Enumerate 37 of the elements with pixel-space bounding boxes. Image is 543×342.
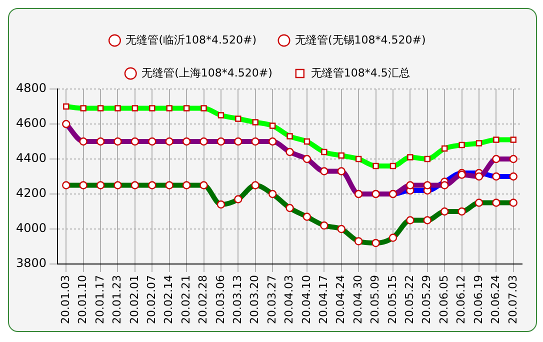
x-tick-label: 20.01.03: [59, 275, 72, 324]
x-tick-label: 20.06.24: [489, 275, 502, 324]
x-tick-label: 20.04.10: [300, 275, 313, 324]
x-tick-label: 20.02.01: [128, 275, 141, 324]
x-tick-label: 20.07.03: [506, 275, 520, 324]
x-tick-label: 20.06.12: [454, 275, 468, 324]
legend-label: 无缝管108*4.5汇总: [310, 66, 410, 80]
x-tick-label: 20.05.22: [403, 275, 416, 324]
x-tick-label: 20.05.15: [386, 275, 399, 324]
x-tick-label: 20.03.20: [248, 275, 262, 324]
legend-label: 无缝管(上海108*4.520#): [142, 66, 272, 80]
x-tick-label: 20.02.14: [162, 275, 176, 324]
x-tick-label: 20.04.17: [317, 275, 330, 324]
x-tick-label: 20.02.28: [196, 275, 210, 324]
x-tick-label: 20.02.07: [145, 275, 158, 324]
x-tick-label: 20.01.23: [110, 275, 124, 324]
x-tick-label: 20.05.29: [420, 275, 434, 324]
y-tick-label: 4600: [16, 116, 47, 130]
x-tick-label: 20.04.30: [351, 275, 364, 324]
x-tick-label: 20.04.24: [334, 275, 348, 324]
x-tick-label: 20.05.09: [368, 275, 382, 324]
x-tick-label: 20.03.27: [265, 275, 278, 324]
y-tick-label: 3800: [16, 256, 47, 270]
x-tick-label: 20.06.05: [437, 275, 450, 324]
y-tick-label: 4200: [16, 186, 47, 200]
x-tick-label: 20.01.17: [93, 275, 106, 324]
x-tick-label: 20.01.10: [76, 275, 90, 324]
y-tick-label: 4400: [16, 151, 47, 166]
x-tick-label: 20.02.21: [179, 275, 192, 324]
x-tick-label: 20.03.06: [214, 275, 227, 324]
y-tick-label: 4000: [16, 221, 47, 236]
y-tick-label: 4800: [16, 81, 47, 96]
x-tick-label: 20.06.19: [472, 275, 485, 324]
x-tick-label: 20.04.03: [282, 275, 296, 324]
x-tick-label: 20.03.13: [231, 275, 244, 324]
legend-label: 无缝管(临沂108*4.520#): [126, 33, 257, 46]
legend-label: 无缝管(无锡108*4.520#): [295, 33, 426, 46]
